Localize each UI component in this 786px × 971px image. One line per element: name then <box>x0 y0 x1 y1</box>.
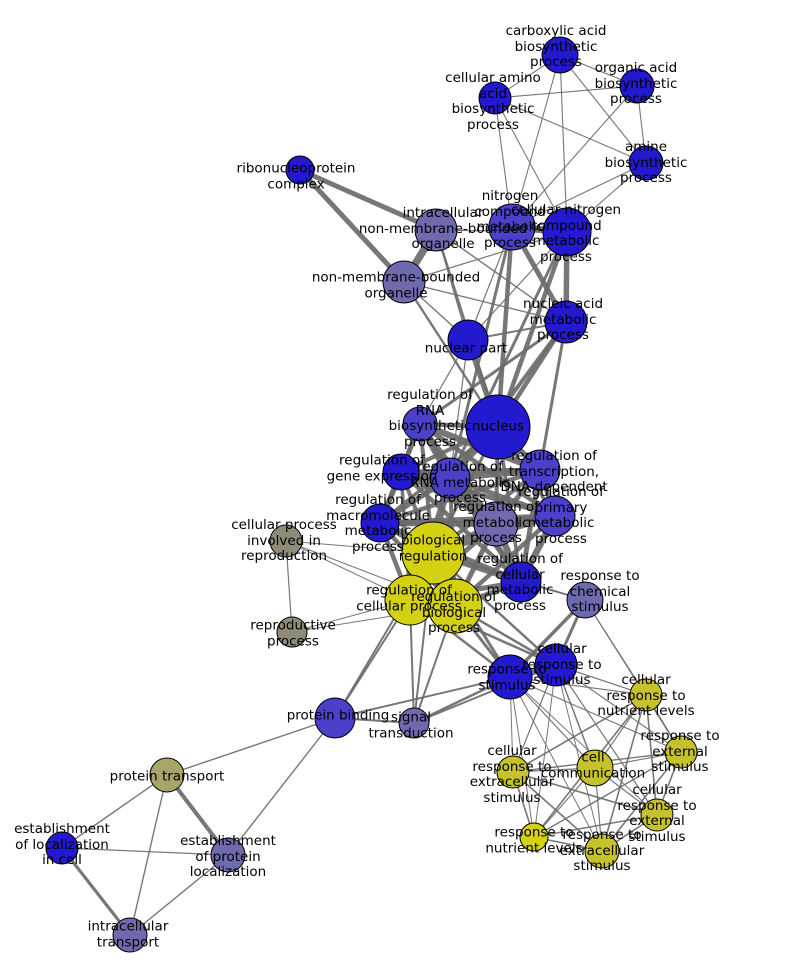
graph-node[interactable] <box>402 406 438 442</box>
graph-node[interactable] <box>314 697 356 739</box>
graph-edge <box>494 85 638 99</box>
graph-node[interactable] <box>429 457 471 499</box>
graph-edge <box>601 694 647 852</box>
node-layer <box>45 36 698 953</box>
graph-edge <box>511 85 638 228</box>
graph-edge <box>419 320 567 426</box>
graph-node[interactable] <box>544 300 588 344</box>
graph-edge <box>403 231 568 283</box>
graph-edge <box>298 168 406 284</box>
graph-edge <box>495 226 515 428</box>
graph-node[interactable] <box>488 203 536 251</box>
graph-edge <box>533 664 557 838</box>
edge-layer <box>60 54 682 936</box>
graph-edge <box>559 54 568 233</box>
graph-node[interactable] <box>566 581 604 619</box>
graph-node[interactable] <box>447 319 489 361</box>
graph-node[interactable] <box>401 521 465 585</box>
graph-edge <box>449 339 469 479</box>
graph-node[interactable] <box>398 707 430 739</box>
graph-edge <box>509 676 535 838</box>
graph-node[interactable] <box>382 453 420 491</box>
graph-node[interactable] <box>360 503 400 543</box>
graph-node[interactable] <box>269 524 303 558</box>
graph-edge <box>555 664 603 852</box>
graph-edge <box>129 774 168 936</box>
graph-edge <box>379 467 541 526</box>
graph-node[interactable] <box>382 260 426 304</box>
graph-edge <box>166 717 336 776</box>
graph-edge <box>129 854 229 936</box>
graph-node[interactable] <box>427 578 483 634</box>
graph-node[interactable] <box>629 678 663 712</box>
graph-node[interactable] <box>519 822 549 852</box>
graph-node[interactable] <box>45 831 79 865</box>
graph-edge <box>298 167 438 233</box>
graph-edge <box>509 676 603 852</box>
graph-node[interactable] <box>276 616 308 648</box>
graph-node[interactable] <box>534 643 578 687</box>
graph-node[interactable] <box>500 561 542 603</box>
graph-node[interactable] <box>496 755 530 789</box>
graph-edge <box>555 664 682 753</box>
graph-edge <box>494 97 647 164</box>
graph-node[interactable] <box>112 917 148 953</box>
graph-node[interactable] <box>534 495 576 537</box>
graph-edge <box>334 676 511 719</box>
graph-edge <box>533 751 682 838</box>
graph-node[interactable] <box>640 798 674 832</box>
graph-edge <box>512 771 658 816</box>
graph-edge <box>533 814 658 838</box>
graph-edge <box>509 676 647 696</box>
graph-edge <box>512 694 647 773</box>
graph-node[interactable] <box>584 833 620 869</box>
graph-node[interactable] <box>542 207 592 257</box>
graph-edge <box>227 717 336 856</box>
graph-edge <box>379 513 556 526</box>
graph-node[interactable] <box>628 145 664 181</box>
graph-edge <box>61 847 229 856</box>
graph-edge <box>495 231 570 428</box>
graph-edge <box>555 664 658 816</box>
graph-node[interactable] <box>414 208 458 252</box>
graph-edge <box>512 771 603 852</box>
graph-node[interactable] <box>210 837 246 873</box>
graph-node[interactable] <box>664 735 698 769</box>
graph-node[interactable] <box>149 757 185 793</box>
graph-node[interactable] <box>619 68 655 104</box>
graph-edge <box>400 467 541 475</box>
graph-edge <box>511 54 561 228</box>
graph-edge <box>601 751 682 852</box>
graph-edge <box>60 847 132 936</box>
graph-node[interactable] <box>473 501 519 547</box>
graph-node[interactable] <box>576 749 614 787</box>
graph-edge <box>559 54 647 164</box>
graph-node[interactable] <box>384 574 436 626</box>
graph-edge <box>511 162 647 228</box>
graph-edge <box>61 774 168 849</box>
graph-node[interactable] <box>465 394 531 460</box>
graph-node[interactable] <box>478 81 512 115</box>
graph-node[interactable] <box>541 36 579 74</box>
graph-edge <box>509 676 682 753</box>
graph-node[interactable] <box>285 155 315 185</box>
graph-edge <box>494 97 568 233</box>
graph-edge <box>400 469 556 519</box>
graph-edge <box>538 321 568 471</box>
graph-node[interactable] <box>519 449 561 491</box>
graph-node[interactable] <box>487 654 533 700</box>
graph-edge <box>509 676 658 816</box>
